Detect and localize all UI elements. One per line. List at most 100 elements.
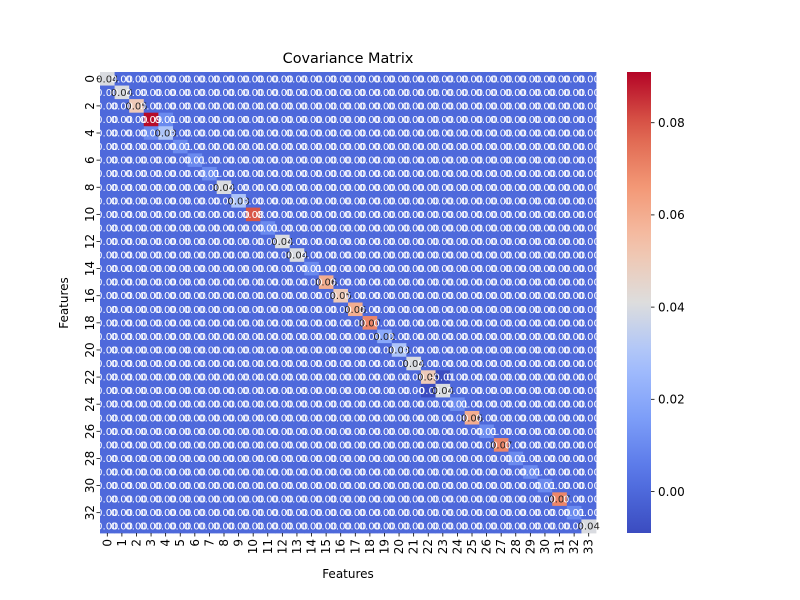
heatmap-cell: [216, 166, 232, 181]
heatmap-cell: [114, 248, 130, 263]
heatmap-cell: [202, 166, 218, 181]
heatmap-cell: [348, 112, 363, 127]
heatmap-cell: [406, 180, 422, 195]
heatmap-cell: [406, 166, 422, 181]
heatmap-cell: [172, 126, 188, 141]
heatmap-cell: [566, 180, 582, 195]
x-tick-label: 8: [217, 539, 231, 547]
heatmap-cell-label: 0.04: [578, 522, 600, 533]
heatmap-cell: [318, 99, 334, 114]
heatmap-cell: [158, 194, 174, 208]
heatmap-cell: [493, 166, 509, 181]
heatmap-cell: [348, 194, 363, 208]
heatmap-cell: [450, 207, 466, 222]
heatmap-cell: [129, 207, 145, 222]
heatmap-cell: [420, 126, 436, 141]
heatmap-cell: [362, 99, 378, 114]
heatmap-cell: [114, 166, 130, 181]
heatmap-cell: [304, 126, 320, 141]
heatmap-cell: [202, 72, 218, 86]
heatmap-cell: [304, 112, 320, 127]
heatmap-cell: [406, 194, 422, 208]
heatmap-cell: [202, 99, 218, 114]
heatmap-cell: [348, 139, 363, 154]
heatmap-cell: [362, 234, 378, 249]
heatmap-cell: [260, 139, 276, 154]
heatmap-cell: [143, 194, 159, 208]
heatmap-cell: [450, 180, 466, 195]
heatmap-cell: [172, 139, 188, 154]
heatmap-cell: [493, 139, 509, 154]
x-tick-label: 28: [509, 539, 523, 554]
heatmap-cell: [158, 166, 174, 181]
heatmap-cell: [566, 166, 582, 181]
heatmap-cell: [172, 72, 188, 86]
heatmap-cell: [143, 180, 159, 195]
heatmap-cell: [435, 85, 451, 100]
heatmap-cell: [537, 153, 553, 168]
heatmap-cell: [172, 166, 188, 181]
heatmap-cell: [202, 207, 218, 222]
heatmap-cell: [479, 72, 495, 86]
heatmap-cell: [318, 221, 334, 236]
y-tick-label: 16: [83, 288, 97, 303]
heatmap-cell: [172, 221, 188, 236]
heatmap-cell: [304, 153, 320, 168]
heatmap-cell: [172, 248, 188, 263]
heatmap-cell: [523, 180, 539, 195]
heatmap-cell: [100, 112, 115, 127]
heatmap-cell: [245, 234, 261, 249]
heatmap-cell: [581, 112, 597, 127]
heatmap-cell: [231, 99, 247, 114]
heatmap-cell: [333, 180, 349, 195]
heatmap-cell-label: 0.00: [578, 508, 600, 519]
heatmap-cell: [187, 166, 203, 181]
heatmap-cell-label: 0.00: [578, 305, 600, 316]
heatmap-cell-label: 0.00: [578, 495, 600, 506]
x-tick-label: 14: [305, 539, 319, 554]
heatmap-cell: [406, 126, 422, 141]
heatmap-cell: [100, 139, 115, 154]
heatmap-cell: [245, 166, 261, 181]
heatmap-cell: [231, 85, 247, 100]
heatmap-cell: [318, 194, 334, 208]
heatmap-cell: [245, 99, 261, 114]
heatmap-cell: [508, 207, 524, 222]
heatmap-cell: [479, 112, 495, 127]
heatmap-cell: [275, 85, 291, 100]
heatmap-cell: [435, 207, 451, 222]
heatmap-cell: [464, 126, 480, 141]
y-tick-label: 26: [83, 424, 97, 439]
heatmap-cell: [435, 180, 451, 195]
heatmap-cell: [318, 85, 334, 100]
heatmap-cell: [114, 99, 130, 114]
heatmap-cell: [114, 112, 130, 127]
heatmap-cell: [420, 194, 436, 208]
x-tick-label: 17: [348, 539, 362, 554]
y-tick-label: 10: [83, 207, 97, 222]
heatmap-cell: [420, 112, 436, 127]
heatmap-cell: [348, 166, 363, 181]
heatmap-cell: [100, 194, 115, 208]
heatmap-cell: [289, 153, 305, 168]
heatmap-cell: [377, 166, 393, 181]
heatmap-cell: [172, 112, 188, 127]
heatmap-cell: [348, 180, 363, 195]
heatmap-cell: [566, 139, 582, 154]
heatmap-cell: [245, 207, 261, 222]
heatmap-cell: [216, 85, 232, 100]
heatmap-cell: [450, 126, 466, 141]
heatmap-cell: [318, 166, 334, 181]
heatmap-cell: [581, 180, 597, 195]
heatmap-cell: [450, 234, 466, 249]
x-tick-label: 30: [538, 539, 552, 554]
heatmap-cell: [231, 234, 247, 249]
heatmap-cell: [523, 85, 539, 100]
heatmap-cell: [450, 112, 466, 127]
y-tick-label: 22: [83, 369, 97, 384]
heatmap-cell: [406, 112, 422, 127]
y-axis-label: Features: [57, 277, 71, 329]
heatmap-cell: [260, 221, 276, 236]
x-tick-label: 26: [480, 539, 494, 554]
heatmap-cell: [187, 194, 203, 208]
